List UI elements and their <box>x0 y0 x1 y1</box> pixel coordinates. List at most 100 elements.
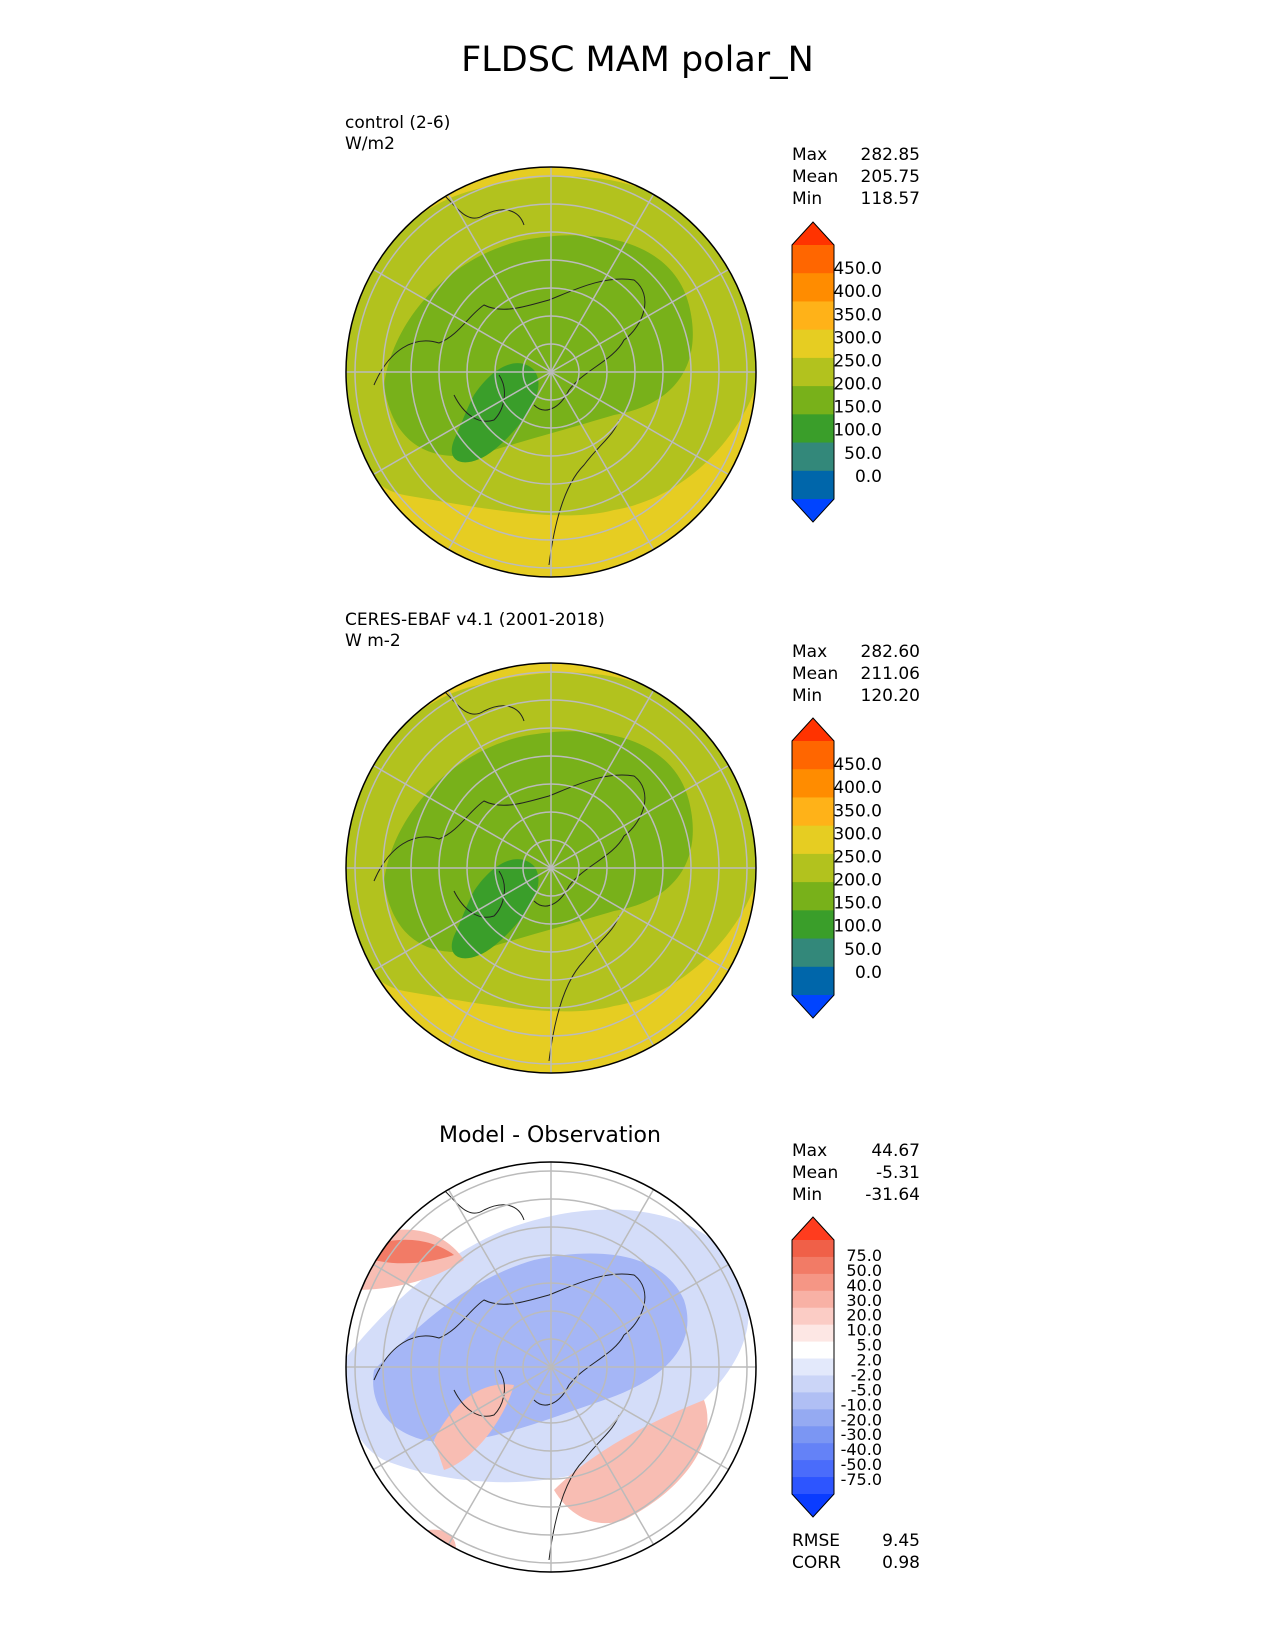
colorbar-outline <box>791 1216 835 1518</box>
colorbar-segment <box>792 1477 834 1495</box>
colorbar-tick-label: -10.0 <box>841 1395 882 1414</box>
colorbar-outline <box>791 221 835 523</box>
panel3-colorbar: 75.050.040.030.020.010.05.02.0-2.0-5.0-1… <box>791 1216 882 1518</box>
panel2-colorbar: 450.0 400.0 350.0 300.0 250.0 200.0 150.0 100.0… <box>791 717 882 1019</box>
coastline-path <box>453 870 505 918</box>
colorbar-tick-label: 300.0 <box>833 328 882 348</box>
panel2-max-value: 282.60 <box>860 642 920 662</box>
colorbar-tick-label: 30.0 <box>846 1291 882 1310</box>
colorbar-segment <box>792 1358 834 1376</box>
colorbar-tick-label: 20.0 <box>846 1306 882 1325</box>
colorbar-segment <box>792 966 834 996</box>
panel3-stats: Max 44.67 Mean -5.31 Min -31.64 <box>792 1140 920 1206</box>
colorbar-tick-label: 50.0 <box>846 1261 882 1280</box>
meridian-line <box>447 1189 552 1368</box>
coastline-path <box>548 915 620 1062</box>
meridian-line <box>373 1263 552 1368</box>
meridian-line <box>550 194 655 373</box>
coastline-path <box>373 1273 646 1406</box>
colorbar-segment <box>792 414 834 444</box>
colorbar-tick-label: 10.0 <box>846 1321 882 1340</box>
panel2-polar-map <box>345 662 757 1074</box>
colorbar-tick-label: 350.0 <box>833 305 882 325</box>
coastline-path <box>373 278 646 411</box>
colorbar-segment <box>792 1256 834 1275</box>
colorbar-extend-top <box>792 222 834 245</box>
panel3-min-value: -31.64 <box>865 1185 920 1205</box>
meridian-line <box>550 1366 655 1545</box>
colorbar-segment <box>792 825 834 855</box>
panel1-units: W/m2 <box>345 134 395 154</box>
panel3-max-value: 44.67 <box>871 1141 920 1161</box>
panel3-title: Model - Observation <box>439 1123 661 1148</box>
colorbar-segment <box>792 882 834 911</box>
colorbar-segment <box>792 1324 834 1343</box>
colorbar-extend-bottom <box>792 995 834 1018</box>
panel3-max-label: Max <box>792 1141 828 1161</box>
panel1-max-label: Max <box>792 145 828 165</box>
panel1-min-label: Min <box>792 189 823 209</box>
colorbar-segment <box>792 853 834 883</box>
colorbar-segment <box>792 1240 834 1258</box>
colorbar-tick-label: -30.0 <box>841 1425 882 1444</box>
graticule <box>346 167 756 577</box>
colorbar-tick-label: 400.0 <box>833 282 882 302</box>
meridian-line <box>373 268 552 373</box>
panel1-case-name: control (2-6) <box>345 113 451 133</box>
colorbar-segment <box>792 1375 834 1393</box>
meridian-line <box>447 371 552 550</box>
colorbar-tick-label: 150.0 <box>833 398 882 418</box>
panel3-rmse-label: RMSE <box>792 1531 841 1551</box>
panel3-mean-label: Mean <box>792 1163 839 1183</box>
colorbar-tick-label: 450.0 <box>833 259 882 279</box>
colorbar-tick-label: 450.0 <box>833 755 882 775</box>
colorbar-segment <box>792 1409 834 1427</box>
colorbar-tick-label: 5.0 <box>857 1336 882 1355</box>
meridian-line <box>550 1263 729 1368</box>
colorbar-tick-label: -40.0 <box>841 1440 882 1459</box>
colorbar-tick-label: -50.0 <box>841 1455 882 1474</box>
colorbar-segment <box>792 273 834 302</box>
colorbar-tick-label: 50.0 <box>844 444 882 464</box>
panel1-mean-value: 205.75 <box>860 167 920 187</box>
colorbar-outline <box>791 717 835 1019</box>
meridian-line <box>550 371 655 550</box>
panel3-min-label: Min <box>792 1185 823 1205</box>
colorbar-tick-label: 350.0 <box>833 801 882 821</box>
panel2-units: W m-2 <box>345 631 401 651</box>
colorbar-segment <box>792 357 834 387</box>
field-region-inner <box>384 731 693 953</box>
meridian-line <box>373 371 552 476</box>
panel2-mean-label: Mean <box>792 664 839 684</box>
panel2-max-label: Max <box>792 642 828 662</box>
coastline-path <box>548 1414 620 1561</box>
colorbar-tick-label: 250.0 <box>833 351 882 371</box>
colorbar-segment <box>792 245 834 274</box>
graticule <box>346 1162 756 1572</box>
panel3-mean-value: -5.31 <box>876 1163 920 1183</box>
panel3-rmse-value: 9.45 <box>882 1531 920 1551</box>
colorbar-tick-label: -2.0 <box>851 1365 882 1384</box>
colorbar-extend-top <box>792 1217 834 1240</box>
meridian-line <box>550 268 729 373</box>
panel2-stats: Max 282.60 Mean 211.06 Min 120.20 <box>792 641 920 707</box>
colorbar-tick-label: 100.0 <box>833 917 882 937</box>
colorbar-tick-label: 40.0 <box>846 1276 882 1295</box>
colorbar-tick-label: -20.0 <box>841 1410 882 1429</box>
panel3-error-stats: RMSE 9.45 CORR 0.98 <box>792 1530 920 1574</box>
colorbar-tick-label: -75.0 <box>841 1470 882 1489</box>
colorbar-segment <box>792 1341 834 1360</box>
meridian-line <box>550 1366 729 1471</box>
colorbar-tick-label: 2.0 <box>857 1351 882 1370</box>
coastline-path <box>548 419 620 566</box>
panel1-polar-map <box>345 166 757 578</box>
colorbar-tick-label: 250.0 <box>833 847 882 867</box>
colorbar-tick-label: 0.0 <box>855 963 882 983</box>
panel2-case-name: CERES-EBAF v4.1 (2001-2018) <box>345 610 605 630</box>
panel1-max-value: 282.85 <box>860 145 920 165</box>
map-boundary <box>345 1161 757 1573</box>
coastline-path <box>453 374 505 422</box>
meridian-line <box>373 764 552 869</box>
colorbar-segment <box>792 329 834 359</box>
panel2-min-label: Min <box>792 686 823 706</box>
